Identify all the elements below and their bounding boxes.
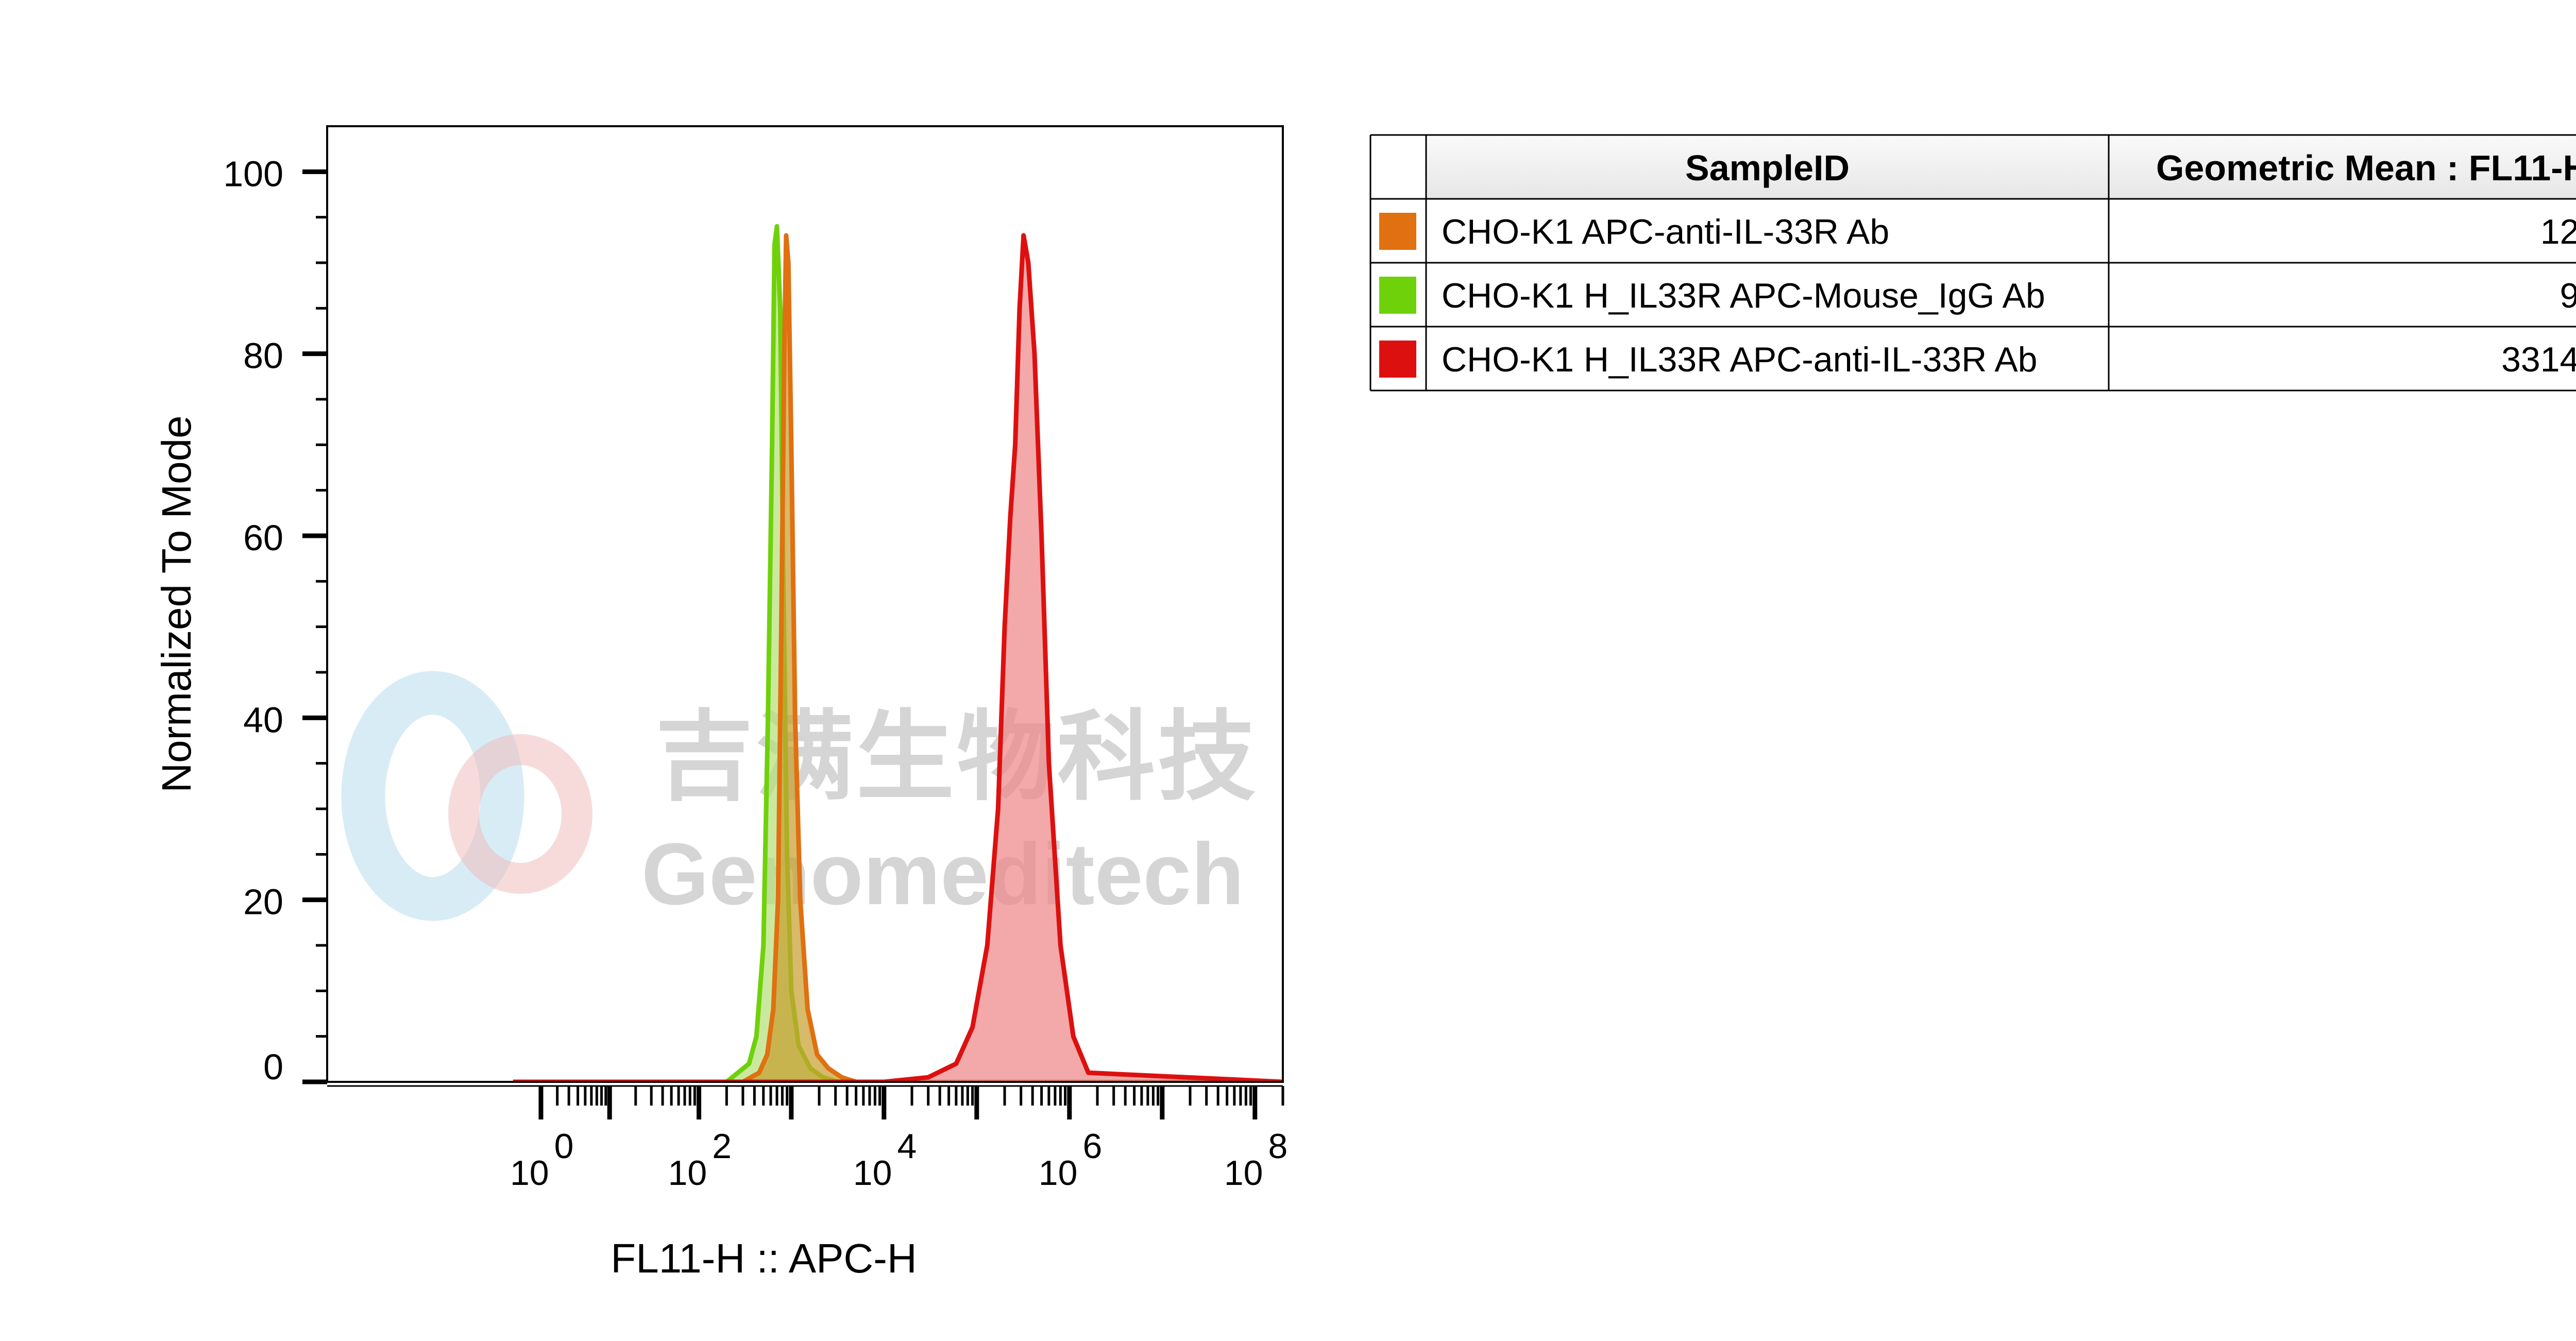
series-fill-0 bbox=[513, 226, 1283, 1082]
series-line-2 bbox=[513, 233, 1283, 1082]
table-row-color-swatch bbox=[1379, 213, 1416, 250]
stats-table: SampleID Geometric Mean : FL11-H CHO-K1 AP… bbox=[1369, 134, 2576, 392]
x-tick-label: 100 bbox=[510, 1127, 573, 1193]
histogram-series bbox=[513, 224, 1283, 1082]
table-cell-sample: CHO-K1 H_IL33R APC-Mouse_IgG Ab bbox=[1442, 276, 2045, 315]
watermark: 吉满生物科技 Genomeditech bbox=[341, 671, 1258, 923]
watermark-logo-ring bbox=[341, 671, 524, 921]
table-cell-value: 331434 bbox=[2501, 340, 2576, 379]
table-header-bg bbox=[1426, 135, 2576, 199]
table-row-color-swatch bbox=[1379, 341, 1416, 378]
x-tick-label: 104 bbox=[853, 1127, 917, 1193]
watermark-en-text: Genomeditech bbox=[641, 825, 1244, 923]
table-cell-sample: CHO-K1 H_IL33R APC-anti-IL-33R Ab bbox=[1442, 340, 2038, 379]
x-tick-label: 106 bbox=[1039, 1127, 1102, 1193]
series-line-0 bbox=[513, 224, 1283, 1082]
table-header-geomean: Geometric Mean : FL11-H bbox=[2156, 148, 2576, 188]
table-cell-value: 942 bbox=[2560, 276, 2576, 315]
y-tick-label: 40 bbox=[243, 700, 283, 740]
x-axis-title: FL11-H :: APC-H bbox=[611, 1235, 917, 1281]
watermark-logo-ring bbox=[448, 734, 592, 894]
series-fill-1 bbox=[513, 235, 1283, 1082]
table-header-sampleid: SampleID bbox=[1685, 148, 1850, 188]
y-tick-label: 0 bbox=[263, 1047, 283, 1087]
y-tick-label: 100 bbox=[223, 154, 283, 194]
table-cell-value: 1274 bbox=[2540, 212, 2576, 251]
y-axis-title: Normalized To Mode bbox=[154, 415, 199, 792]
series-fill-2 bbox=[513, 235, 1283, 1082]
y-tick-label: 80 bbox=[243, 336, 283, 376]
x-tick-label: 108 bbox=[1224, 1127, 1287, 1193]
series-line-1 bbox=[513, 233, 1283, 1082]
x-tick-label: 102 bbox=[668, 1127, 732, 1193]
plot-frame bbox=[326, 125, 1284, 1083]
table-cell-sample: CHO-K1 APC-anti-IL-33R Ab bbox=[1442, 212, 1889, 251]
watermark-cn-text: 吉满生物科技 bbox=[655, 700, 1258, 814]
y-tick-label: 60 bbox=[243, 518, 283, 558]
y-tick-label: 20 bbox=[243, 882, 283, 922]
table-row-color-swatch bbox=[1379, 277, 1416, 314]
